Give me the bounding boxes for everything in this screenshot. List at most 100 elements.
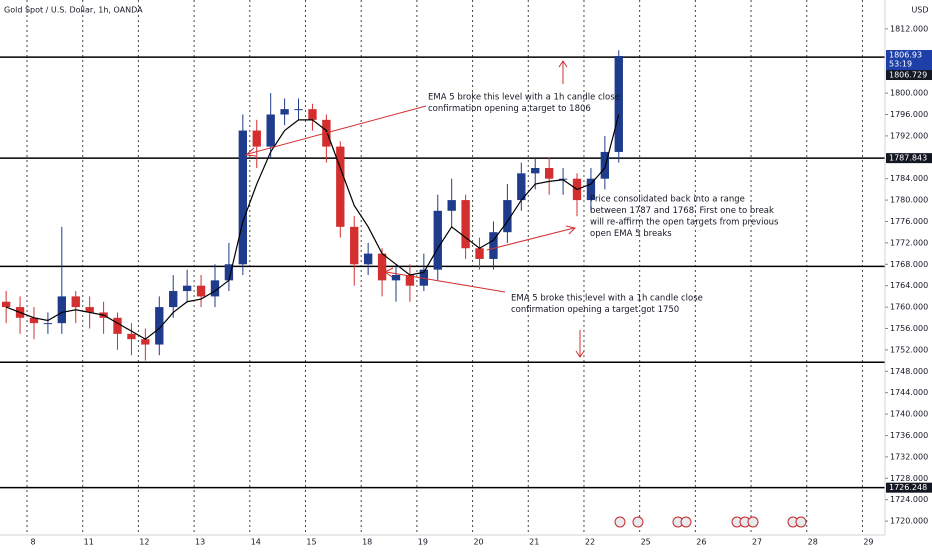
plot (1, 50, 623, 361)
candle-body (266, 114, 275, 147)
y-tick-label: 1748.000 (890, 367, 928, 376)
y-tick-label: 1760.000 (890, 303, 928, 312)
x-tick-label: 13 (195, 538, 205, 547)
candle-body (531, 167, 540, 174)
level-label: 1787.843 (889, 154, 927, 163)
arrow-head (244, 147, 257, 157)
y-tick-label: 1780.000 (890, 196, 928, 205)
candle-body (71, 296, 80, 308)
y-tick-label: 1796.000 (890, 110, 928, 119)
candle-body (447, 200, 456, 211)
level-label: 1726.248 (889, 483, 927, 492)
arrow-head (384, 267, 394, 278)
candle-body (43, 323, 53, 325)
candle-body (210, 280, 220, 297)
x-tick-label: 8 (30, 538, 35, 547)
candle-body (517, 173, 526, 201)
candle-body (224, 264, 234, 281)
x-tick-label: 27 (752, 538, 762, 547)
candle-body (182, 285, 192, 292)
arrow (247, 105, 427, 155)
axes: 8 11 12 13 14 15 18 19 20 21 22 25 26 27 28 29 1720.000 1… (30, 24, 932, 547)
price-axis (885, 0, 932, 550)
x-tick-label: 28 (808, 538, 818, 547)
x-tick-label: 14 (251, 538, 261, 547)
arrow (385, 271, 506, 293)
candle-body (169, 291, 178, 308)
candle-body (155, 307, 164, 345)
annotation: confirmation opening a target to 1806 (428, 104, 591, 114)
y-tick-label: 1756.000 (890, 324, 928, 333)
chart-title: Gold Spot / U.S. Dollar, 1h, OANDA (4, 6, 143, 15)
candle-body (29, 317, 39, 324)
y-tick-label: 1764.000 (890, 281, 928, 290)
y-tick-label: 1800.000 (890, 89, 928, 98)
annotation: will re-affirm the open targets from pre… (590, 218, 779, 228)
annotations: EMA 5 broke this level with a 1h candle … (428, 93, 779, 316)
candle-body (419, 269, 429, 286)
candle-body (141, 339, 150, 345)
candle-body (336, 146, 345, 227)
event-icons (614, 516, 807, 528)
arrow-head (565, 225, 576, 235)
annotation: EMA 5 broke this level with a 1h candle … (511, 294, 703, 304)
x-tick-label: 15 (306, 538, 316, 547)
candle-body (614, 56, 623, 152)
y-tick-label: 1728.000 (890, 474, 928, 483)
candle-body (1, 301, 11, 308)
annotation: Price consolidated back into a range (590, 195, 745, 205)
candle-body (113, 317, 122, 334)
event-icon (747, 516, 759, 528)
candle-body (57, 296, 66, 324)
y-tick-label: 1784.000 (890, 174, 928, 183)
y-tick-label: 1768.000 (890, 260, 928, 269)
last-price: 1806.93 (889, 51, 922, 60)
price-tag (886, 50, 932, 71)
y-tick-label: 1740.000 (890, 410, 928, 419)
arrow-head (558, 60, 568, 68)
y-tick-label: 1732.000 (890, 452, 928, 461)
candle-body (196, 285, 206, 297)
countdown: 53:19 (889, 60, 912, 69)
candle-body (544, 167, 554, 179)
y-tick-label: 1752.000 (890, 345, 928, 354)
currency: USD (911, 6, 928, 15)
candle-body (405, 274, 415, 286)
candle-body (461, 200, 470, 249)
candle-body (600, 151, 610, 179)
event-icon (680, 516, 692, 528)
x-tick-label: 26 (696, 538, 706, 547)
candle-body (433, 210, 442, 270)
candle-body (350, 226, 359, 265)
annotation: confirmation opening a target got 1750 (511, 305, 679, 315)
levels (0, 56, 885, 489)
event-icon (632, 516, 644, 528)
event-icon (795, 516, 807, 528)
y-tick-label: 1744.000 (890, 388, 928, 397)
candle-body (503, 200, 512, 233)
candle-body (391, 274, 401, 281)
level-label: 1806.729 (889, 71, 927, 80)
y-tick-label: 1776.000 (890, 217, 928, 226)
candle-body (252, 130, 261, 147)
x-tick-label: 20 (473, 538, 483, 547)
x-tick-label: 22 (585, 538, 595, 547)
ema-line (5, 114, 620, 340)
candle-body (377, 253, 387, 281)
candle-body (85, 307, 94, 313)
candle-body (363, 253, 373, 265)
candle-body (586, 178, 596, 201)
candle-body (294, 109, 303, 111)
annotation: open EMA 5 breaks (590, 229, 672, 239)
x-tick-label: 12 (139, 538, 149, 547)
y-tick-label: 1736.000 (890, 431, 928, 440)
x-tick-label: 21 (529, 538, 539, 547)
event-icon (614, 516, 626, 528)
x-tick-label: 11 (84, 538, 94, 547)
x-tick-label: 18 (362, 538, 372, 547)
candle-body (127, 333, 136, 340)
arrow (486, 227, 575, 251)
